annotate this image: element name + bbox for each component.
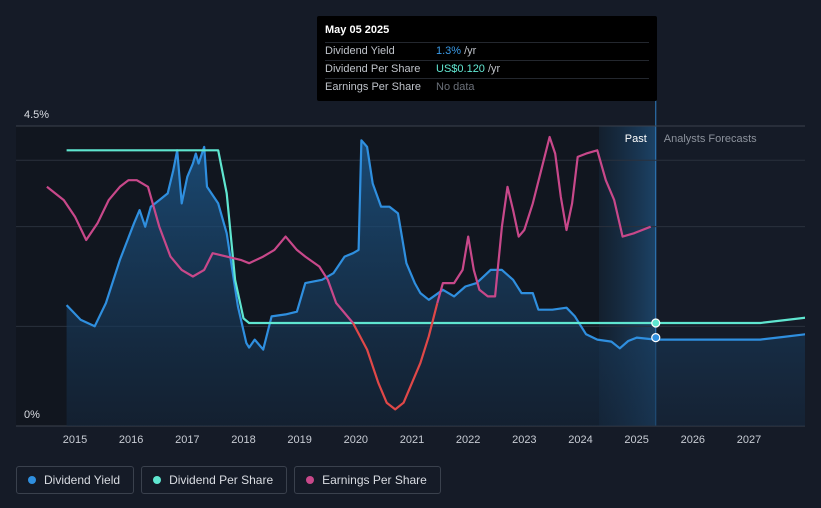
tooltip-label: Dividend Per Share [325, 63, 421, 75]
legend-label: Dividend Yield [44, 473, 121, 487]
x-tick-label: 2025 [624, 434, 648, 446]
tooltip-row-dividend-yield: Dividend Yield 1.3% /yr [325, 42, 649, 60]
legend-label: Dividend Per Share [169, 473, 274, 487]
tooltip-label: Dividend Yield [325, 45, 395, 57]
legend-dot-icon [153, 476, 162, 484]
tooltip-unit: /yr [464, 45, 477, 57]
tooltip-value: US$0.120 [436, 63, 485, 75]
y-axis-top-label: 4.5% [24, 109, 49, 121]
tooltip-date: May 05 2025 [325, 24, 390, 36]
tooltip-label: Earnings Per Share [325, 81, 421, 93]
earnings-per-share-line [436, 135, 652, 304]
chart-legend: Dividend Yield Dividend Per Share Earnin… [16, 466, 441, 494]
forecast-region-label: Analysts Forecasts [664, 133, 757, 145]
legend-dividend-yield[interactable]: Dividend Yield [16, 466, 135, 494]
y-axis-bottom-label: 0% [24, 409, 40, 421]
x-tick-label: 2021 [400, 434, 424, 446]
x-tick-label: 2015 [63, 434, 87, 446]
x-tick-label: 2027 [737, 434, 761, 446]
x-tick-label: 2024 [568, 434, 592, 446]
legend-dot-icon [28, 476, 36, 484]
dividend-yield-area [66, 140, 805, 426]
tooltip-value: No data [436, 81, 475, 93]
earnings-per-share-line [46, 179, 354, 324]
tooltip-unit: /yr [487, 63, 501, 75]
x-tick-label: 2020 [344, 434, 368, 446]
tooltip-value: 1.3% [436, 45, 462, 57]
earnings-per-share-line [352, 302, 439, 411]
legend-label: Earnings Per Share [322, 473, 427, 487]
x-tick-label: 2016 [119, 434, 143, 446]
hover-tooltip: May 05 2025 Dividend Yield 1.3% /yr Divi… [317, 16, 657, 101]
legend-dividend-per-share[interactable]: Dividend Per Share [141, 466, 288, 494]
x-tick-label: 2023 [512, 434, 536, 446]
legend-earnings-per-share[interactable]: Earnings Per Share [294, 466, 441, 494]
x-tick-label: 2026 [681, 434, 705, 446]
x-tick-label: 2017 [175, 434, 199, 446]
x-tick-label: 2018 [231, 434, 255, 446]
tooltip-row-earnings-per-share: Earnings Per Share No data [325, 78, 649, 96]
hover-marker [651, 318, 661, 328]
past-region-label: Past [625, 133, 647, 145]
x-tick-label: 2022 [456, 434, 480, 446]
x-tick-label: 2019 [287, 434, 311, 446]
legend-dot-icon [306, 476, 315, 484]
tooltip-row-dividend-per-share: Dividend Per Share US$0.120 /yr [325, 60, 649, 78]
dividend-per-share-line [66, 149, 805, 325]
dividend-yield-line [65, 139, 805, 351]
hover-marker [651, 333, 661, 343]
